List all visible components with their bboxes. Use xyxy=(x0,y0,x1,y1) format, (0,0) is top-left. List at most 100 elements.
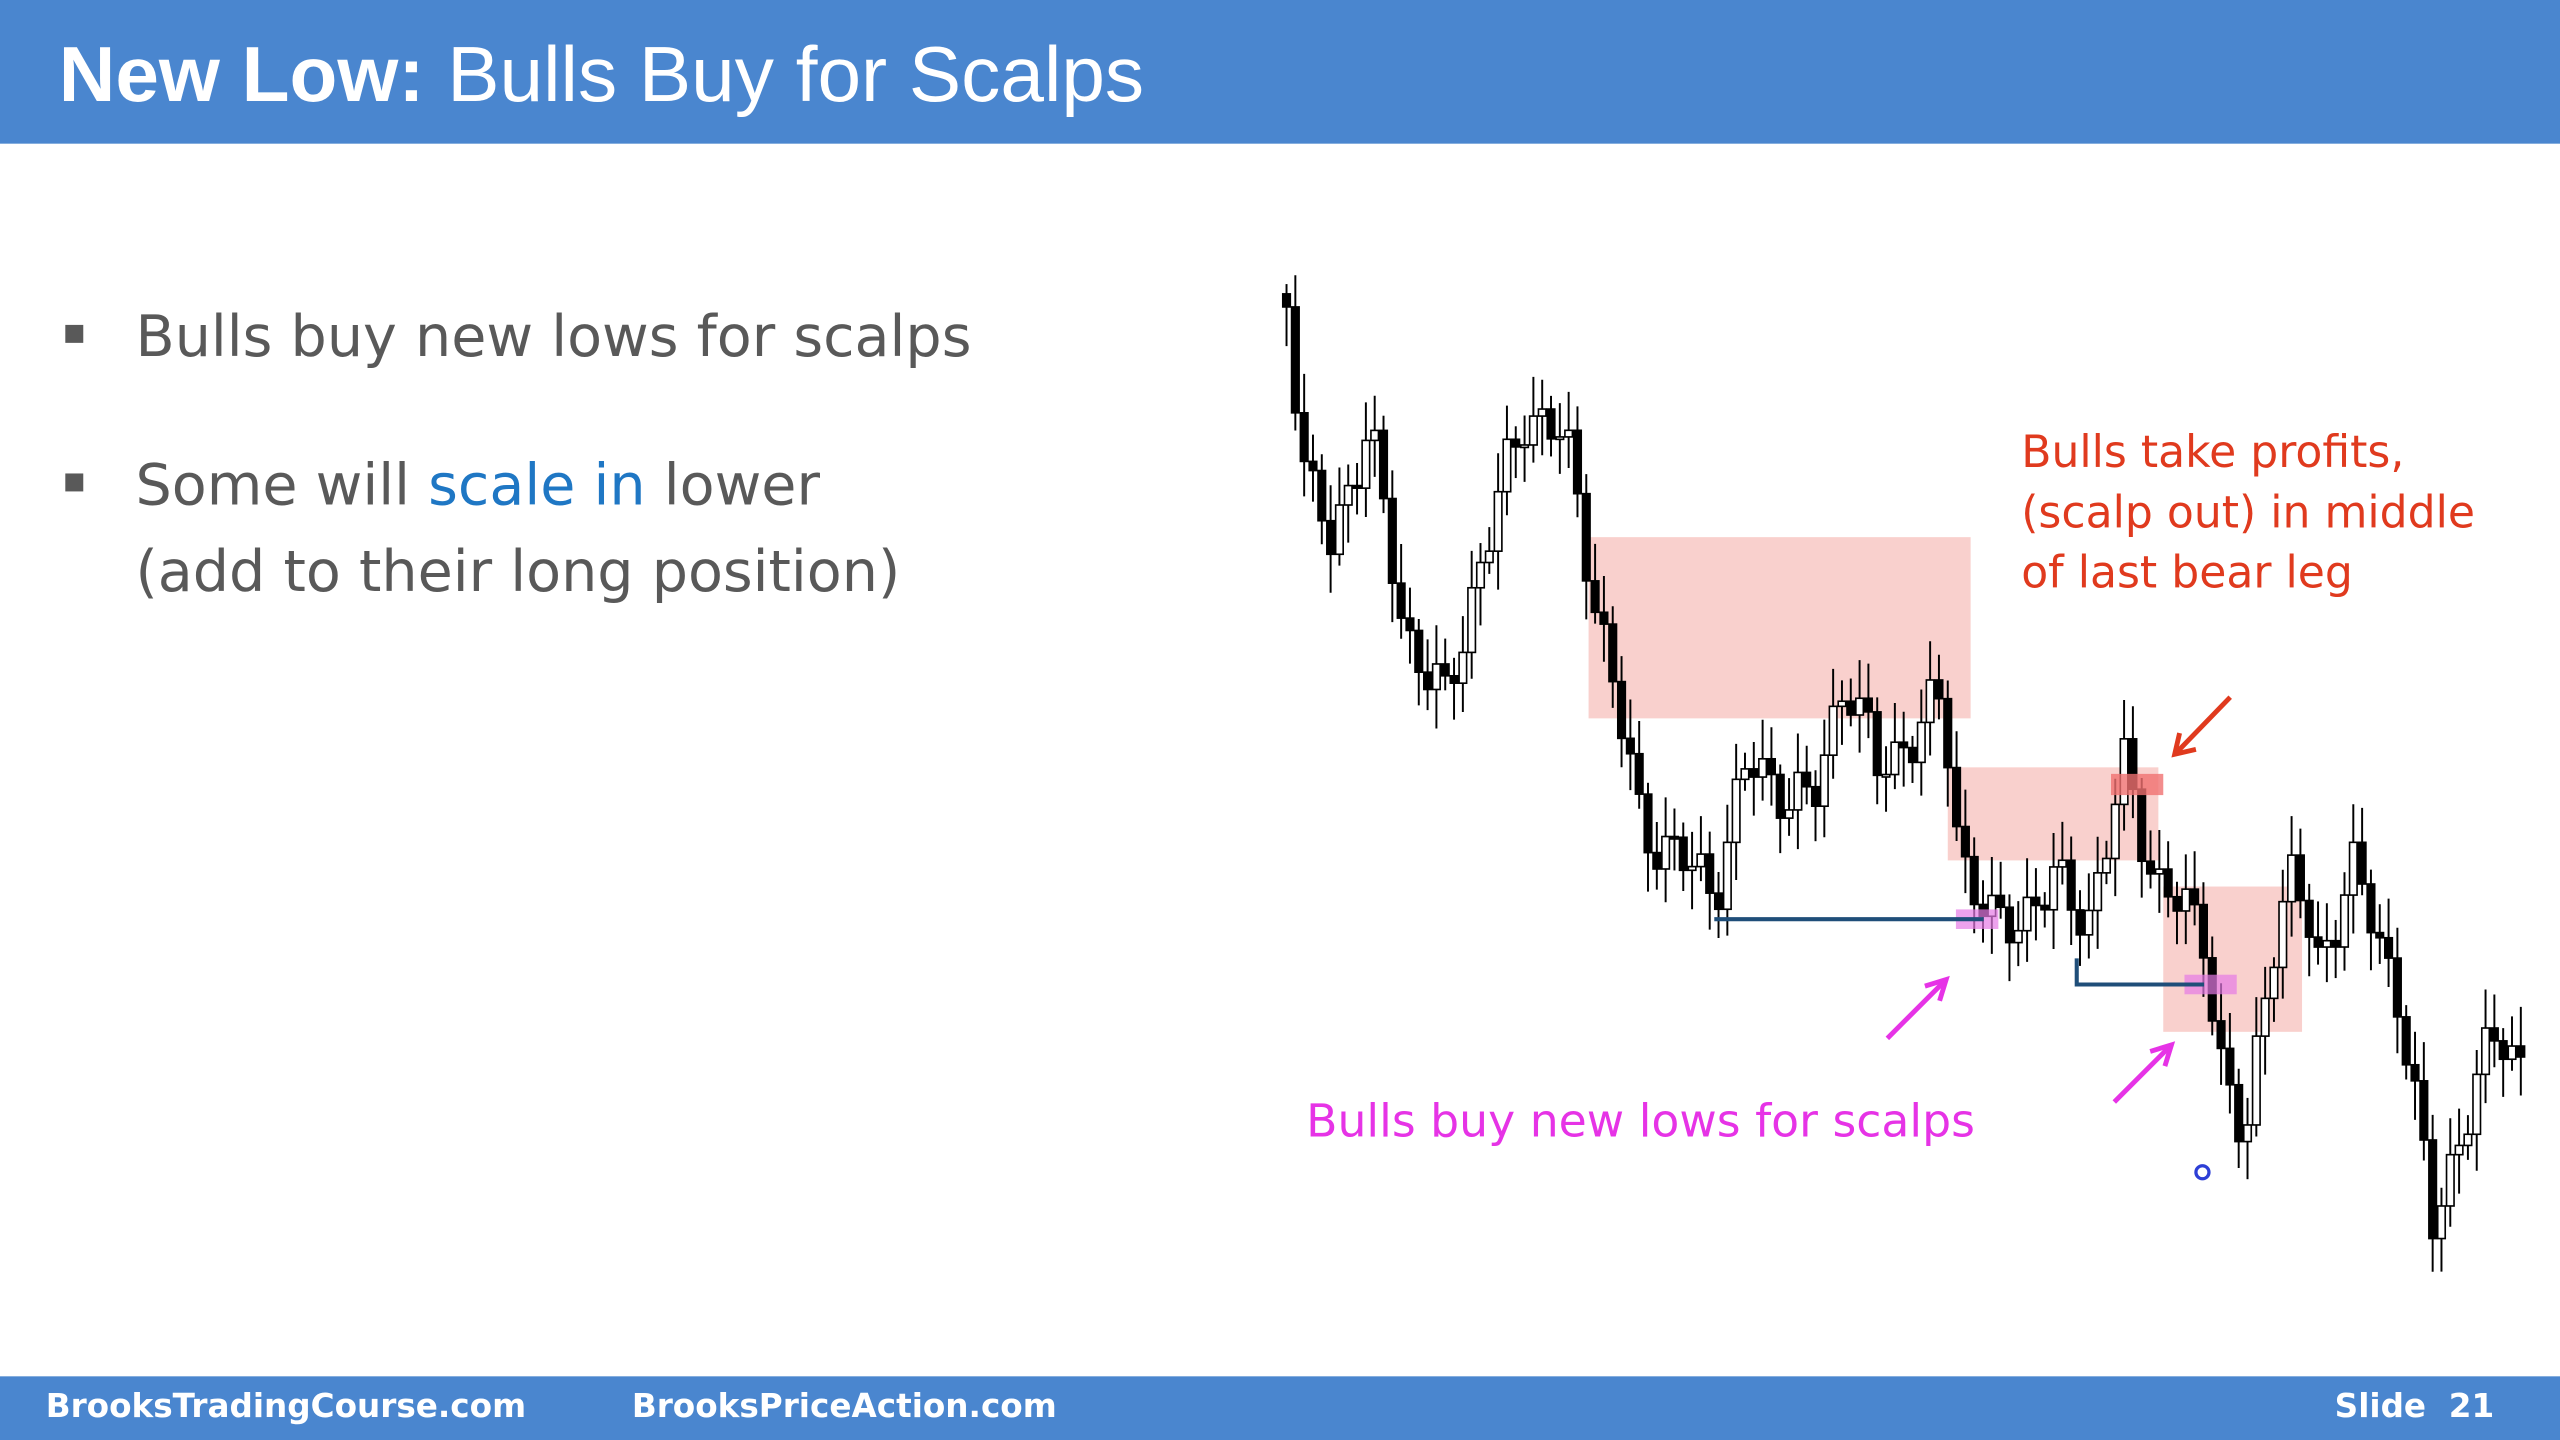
candle-body xyxy=(1907,746,1918,764)
candle-body xyxy=(1546,408,1556,440)
bullet-part: Some will xyxy=(136,452,429,518)
candle-body xyxy=(2048,866,2059,911)
arrow xyxy=(2176,695,2232,753)
candle-body xyxy=(1608,623,1618,683)
candle-body xyxy=(2472,1073,2482,1136)
candle-body xyxy=(2278,900,2288,969)
candle-body xyxy=(1423,671,1433,691)
candle-body xyxy=(1696,853,1706,868)
candle-body xyxy=(1405,617,1415,632)
candle-body xyxy=(2251,1035,2261,1126)
footer-text: Slide 21 xyxy=(2335,1387,2495,1425)
candle-body xyxy=(1951,766,1962,828)
candle-body xyxy=(1520,444,1530,449)
candle-body xyxy=(1290,306,1300,414)
candle-body xyxy=(1352,484,1362,489)
candle-body xyxy=(1793,771,1803,811)
bullet-marker xyxy=(65,473,84,492)
title-rest: Bulls Buy for Scalps xyxy=(447,30,1144,118)
candle-body xyxy=(1722,841,1732,911)
candle-body xyxy=(2022,896,2032,932)
candle-body xyxy=(2110,803,2120,860)
candle-body xyxy=(2498,1040,2508,1061)
candle-body xyxy=(1396,582,1406,619)
buy-zone xyxy=(2184,974,2237,995)
candle-body xyxy=(1828,705,1838,756)
candle-body xyxy=(2463,1133,2473,1147)
candle-body xyxy=(1511,438,1521,448)
bullet-marker xyxy=(65,324,84,343)
candle-body xyxy=(1855,697,1865,716)
bullet-highlight: scale in xyxy=(428,452,645,518)
candle-body xyxy=(1387,497,1397,584)
candle-body xyxy=(1934,679,1944,700)
candle-body xyxy=(1643,793,1653,854)
candle-body xyxy=(1775,773,1785,819)
candle-body xyxy=(1334,504,1344,556)
candle-body xyxy=(2154,868,2164,875)
candle-body xyxy=(2339,894,2350,948)
candle-body xyxy=(1872,711,1882,777)
candle-body xyxy=(1960,825,1970,858)
candle-body xyxy=(2145,860,2156,875)
candle-body xyxy=(1863,697,1873,713)
candle-body xyxy=(2119,738,2129,806)
candle-body xyxy=(1493,490,1503,552)
candle-body xyxy=(1308,460,1318,472)
candle-body xyxy=(1458,651,1468,684)
candle-body xyxy=(1502,438,1512,493)
candle-body xyxy=(2057,859,2067,868)
candle-body xyxy=(1943,697,1953,769)
candle-body xyxy=(2304,899,2314,938)
candle-body xyxy=(2084,909,2094,936)
candle-body xyxy=(1661,835,1671,870)
footer-bar xyxy=(0,1376,2560,1440)
arrow-head xyxy=(2149,1041,2176,1067)
candle-body xyxy=(1705,853,1715,894)
candle-body xyxy=(1484,550,1494,564)
candle-body xyxy=(2507,1045,2517,1061)
candle-body xyxy=(2383,936,2394,959)
candle-body xyxy=(2295,854,2305,902)
candle-body xyxy=(1784,809,1794,819)
bullet-text: Bulls buy new lows for scalps xyxy=(136,304,972,370)
candle-body xyxy=(1317,469,1327,522)
candle-body xyxy=(1925,679,1935,724)
candle-body xyxy=(2480,1027,2491,1076)
candle-body xyxy=(2190,888,2200,906)
candle-body xyxy=(2260,997,2270,1037)
candle-body xyxy=(1652,851,1662,870)
profit-zone xyxy=(2111,773,2164,796)
candle-body xyxy=(2269,966,2279,1000)
candle-body xyxy=(1881,773,1891,778)
bullet-text: Some will scale in lower xyxy=(136,452,821,518)
candle-body xyxy=(1564,429,1574,438)
bullet-text: (add to their long position) xyxy=(136,539,901,605)
candle-body xyxy=(2181,888,2191,912)
cursor xyxy=(2194,1164,2211,1181)
candle-body xyxy=(1802,771,1812,788)
candle-body xyxy=(2163,868,2173,898)
candle-body xyxy=(1669,835,1680,840)
candle-body xyxy=(1449,674,1459,684)
candle-body xyxy=(2419,1080,2429,1141)
candle-body xyxy=(2436,1205,2447,1240)
candle-body xyxy=(2454,1144,2464,1156)
title-bold: New Low: xyxy=(59,30,425,118)
footer-text: BrooksPriceAction.com xyxy=(632,1387,1057,1425)
candle-body xyxy=(2357,841,2367,885)
bullet-part: lower xyxy=(646,452,821,518)
candle-body xyxy=(2031,896,2041,907)
candle-body xyxy=(1467,586,1477,654)
candle-body xyxy=(1616,680,1627,740)
low-line xyxy=(2074,958,2205,987)
annotation: of last bear leg xyxy=(2021,548,2353,599)
candle-body xyxy=(2445,1153,2455,1207)
arrow xyxy=(2112,1046,2170,1104)
candle-body xyxy=(1916,721,1926,764)
title: New Low: Bulls Buy for Scalps xyxy=(59,30,1144,118)
candle-body xyxy=(2198,903,2209,959)
candle-body xyxy=(2004,906,2015,944)
